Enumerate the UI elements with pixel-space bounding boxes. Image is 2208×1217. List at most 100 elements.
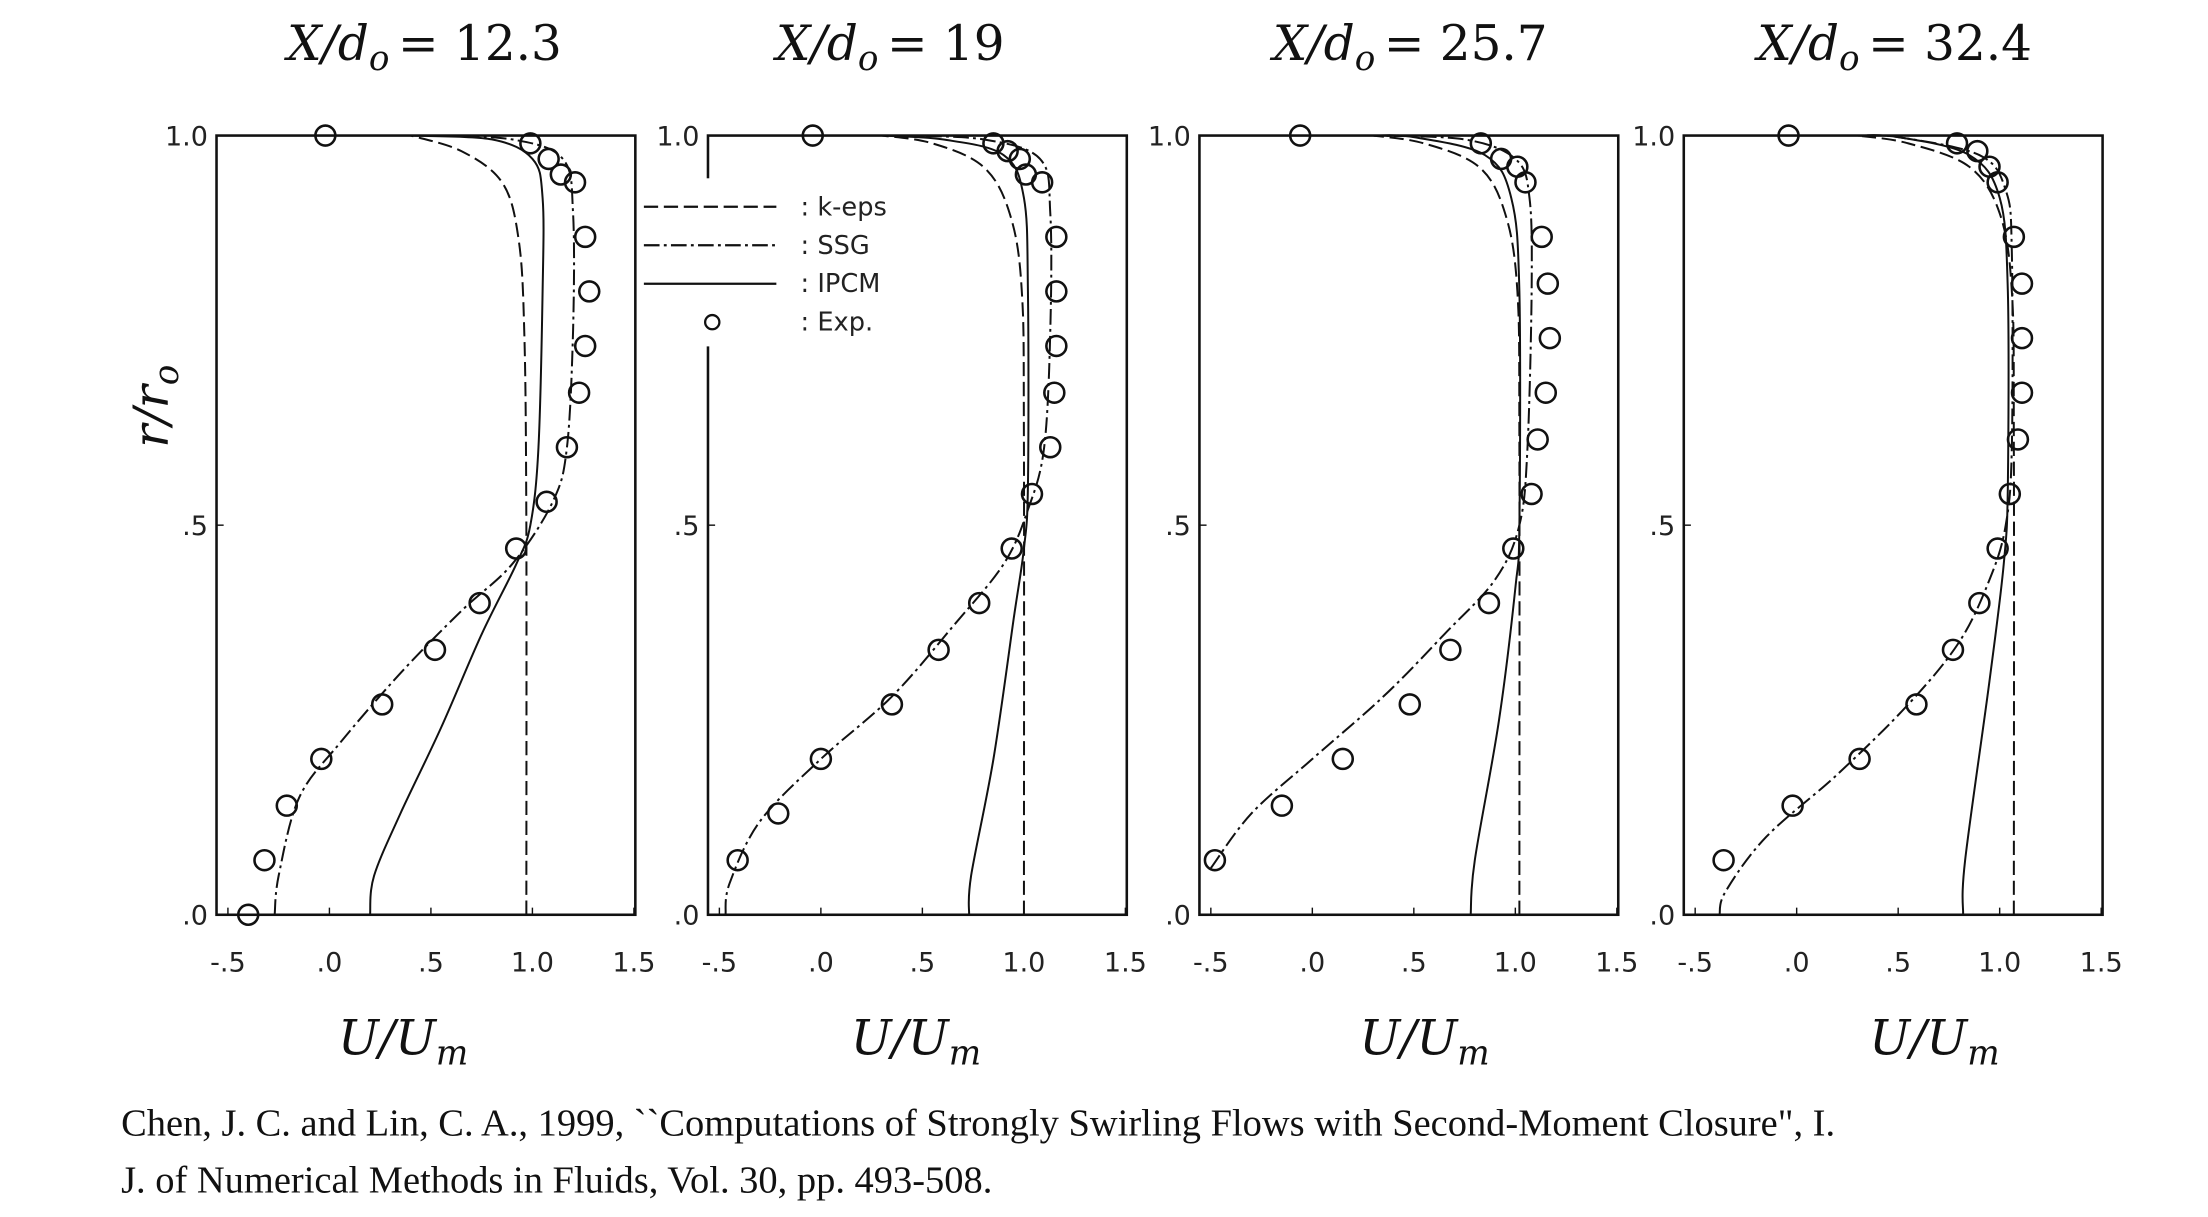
series-ipcm-line: [1373, 134, 1522, 915]
exp-data-point: [801, 124, 825, 147]
exp-data-point: [1536, 272, 1560, 295]
x-label-main: U/U: [338, 1010, 438, 1066]
panel-2: X/do = 19U/Um-.5.0.5 1.0 1.51.0.5.0: [656, 16, 1146, 1073]
exp-data-point: [2010, 272, 2034, 295]
y-tick-label: .0: [1165, 901, 1191, 932]
y-tick-label: .5: [1649, 511, 1675, 542]
series-ssg-line: [1210, 134, 1533, 869]
exp-data-point: [253, 848, 276, 872]
legend-marker-circle: [703, 313, 721, 331]
exp-data-point: [1020, 482, 1044, 506]
exp-data-point: [1712, 848, 1735, 872]
exp-data-point: [1848, 747, 1871, 771]
x-tick-label: .0: [1784, 948, 1810, 979]
exp-data-point: [1966, 139, 1989, 163]
exp-data-point: [1439, 638, 1462, 662]
exp-data-point: [1502, 537, 1525, 560]
panel-4: X/do = 32.4U/Um-.5.0.5 1.0 1.51.0.5.0: [1632, 16, 2122, 1073]
exp-data-point: [1043, 381, 1066, 404]
exp-data-point: [535, 490, 558, 514]
x-axis-label: U/Um: [851, 1010, 981, 1073]
exp-data-point: [1030, 171, 1054, 194]
title-subscript: o: [369, 39, 390, 79]
exp-data-point: [1941, 638, 1965, 662]
exp-data-point: [2002, 225, 2026, 249]
exp-data-point: [1045, 334, 1068, 358]
exp-data-point: [577, 280, 601, 303]
exp-data-point: [967, 591, 991, 615]
caption-line-1: Chen, J. C. and Lin, C. A., 1999, ``Comp…: [121, 1103, 1835, 1145]
exp-data-point: [880, 693, 904, 716]
exp-data-point: [573, 334, 597, 358]
y-tick-label: .5: [1165, 511, 1191, 542]
title-prefix: X/d: [283, 16, 369, 72]
x-tick-label: -.5: [702, 948, 738, 979]
exp-data-point: [1520, 482, 1543, 506]
x-label-subscript: m: [1457, 1033, 1489, 1073]
x-tick-label: 1.0: [511, 948, 554, 979]
exp-data-point: [1469, 132, 1493, 155]
exp-data-point: [1905, 693, 1928, 716]
exp-data-point: [504, 537, 528, 560]
exp-data-point: [1039, 435, 1062, 459]
x-tick-label: .0: [1299, 948, 1325, 979]
y-axis-label: r/ro: [124, 365, 187, 448]
legend-label: : k-eps: [801, 192, 887, 222]
y-tick-label: 1.0: [656, 122, 699, 153]
x-tick-label: 1.0: [1002, 948, 1045, 979]
panel-title: X/do = 19: [772, 16, 1005, 79]
exp-data-point: [1045, 280, 1068, 303]
series-ipcm-line: [369, 134, 545, 915]
exp-data-point: [1968, 591, 1991, 615]
exp-data-point: [567, 381, 591, 404]
title-subscript: o: [1355, 39, 1376, 79]
title-prefix: X/d: [1269, 16, 1355, 72]
legend: : k-eps: SSG: IPCM: Exp.: [638, 178, 887, 347]
panel-title: X/do = 12.3: [283, 16, 562, 79]
x-axis-label: U/Um: [1869, 1010, 1999, 1073]
x-tick-label: 1.5: [1595, 948, 1638, 979]
panel-title: X/do = 25.7: [1269, 16, 1548, 79]
exp-data-point: [236, 903, 260, 927]
exp-data-point: [1203, 848, 1227, 872]
exp-data-point: [537, 147, 560, 171]
title-value: = 12.3: [398, 16, 562, 72]
exp-data-point: [1477, 591, 1501, 615]
exp-data-point: [555, 435, 579, 459]
exp-data-point: [1534, 381, 1558, 404]
x-tick-label: 1.0: [1978, 948, 2021, 979]
exp-data-point: [1998, 482, 2022, 506]
title-subscript: o: [1839, 39, 1860, 79]
y-tick-label: .5: [182, 511, 208, 542]
exp-data-point: [1000, 537, 1023, 560]
exp-data-point: [1530, 225, 1553, 249]
plot-frame: [1682, 134, 2104, 917]
exp-data-point: [1270, 794, 1294, 817]
x-tick-label: -.5: [1193, 948, 1229, 979]
series-keps-line: [1373, 134, 1521, 915]
exp-data-point: [1331, 747, 1355, 771]
caption-line-2: J. of Numerical Methods in Fluids, Vol. …: [121, 1160, 992, 1202]
exp-data-point: [1506, 155, 1529, 178]
y-tick-label: .5: [674, 511, 700, 542]
series-ipcm-line: [881, 134, 1030, 915]
y-tick-label: .0: [182, 901, 208, 932]
x-tick-label: .5: [1885, 948, 1911, 979]
series-keps-line: [1857, 134, 2016, 915]
x-label-main: U/U: [1869, 1010, 1969, 1066]
y-tick-label: 1.0: [165, 122, 208, 153]
x-tick-label: -.5: [210, 948, 246, 979]
exp-data-point: [519, 132, 542, 155]
x-axis-label: U/Um: [338, 1010, 468, 1073]
exp-data-point: [2010, 326, 2034, 350]
title-subscript: o: [858, 39, 879, 79]
x-tick-label: .5: [1401, 948, 1427, 979]
series-ipcm-line: [1857, 134, 2010, 915]
title-value: = 19: [887, 16, 1005, 72]
x-tick-label: .0: [808, 948, 834, 979]
exp-data-point: [726, 848, 749, 872]
legend-background: [638, 178, 795, 347]
series-ssg-line: [273, 134, 576, 915]
x-label-subscript: m: [436, 1033, 468, 1073]
x-tick-label: .5: [909, 948, 935, 979]
